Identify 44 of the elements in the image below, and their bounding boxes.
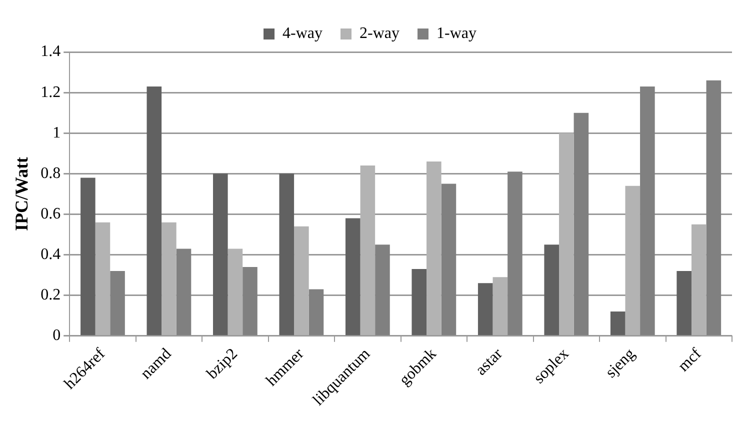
bar <box>610 312 626 336</box>
legend-label: 2-way <box>360 25 400 42</box>
bar <box>213 174 228 336</box>
y-tick-label: 0.4 <box>40 246 61 263</box>
bar <box>360 166 376 336</box>
y-tick-label: 1 <box>52 124 61 142</box>
legend-label: 4-way <box>282 25 323 42</box>
bar <box>625 186 640 336</box>
bar <box>559 133 574 336</box>
bar <box>691 224 706 336</box>
bar <box>375 244 390 336</box>
bar <box>176 248 192 336</box>
bar <box>110 271 125 336</box>
y-tick-label: 0 <box>52 327 61 344</box>
bar <box>412 268 427 336</box>
y-tick-label: 0.8 <box>40 164 61 182</box>
bar <box>574 112 589 336</box>
bar <box>640 86 655 336</box>
x-tick-label: astar <box>472 344 506 379</box>
bar <box>478 283 493 336</box>
bar <box>676 271 692 336</box>
bar <box>544 244 560 336</box>
x-tick-label: mcf <box>675 344 706 376</box>
bar <box>345 218 360 336</box>
bar <box>508 172 522 336</box>
bar <box>492 277 508 336</box>
y-tick-label: 1.4 <box>40 43 61 60</box>
bar <box>228 248 243 336</box>
bar <box>279 174 294 336</box>
bar <box>162 222 176 336</box>
bar <box>242 266 258 336</box>
y-tick-label: 0.6 <box>40 205 61 222</box>
bar <box>95 222 110 336</box>
y-axis-title: IPC/Watt <box>11 156 32 231</box>
bar <box>146 86 162 336</box>
bar <box>80 178 96 336</box>
y-tick-label: 0.2 <box>40 286 61 304</box>
y-tick-label: 1.2 <box>40 84 61 101</box>
bar <box>426 162 442 336</box>
bar <box>441 184 456 336</box>
bar <box>294 226 309 336</box>
legend-label: 1-way <box>436 25 476 42</box>
bar <box>308 289 324 336</box>
bar <box>706 80 722 336</box>
